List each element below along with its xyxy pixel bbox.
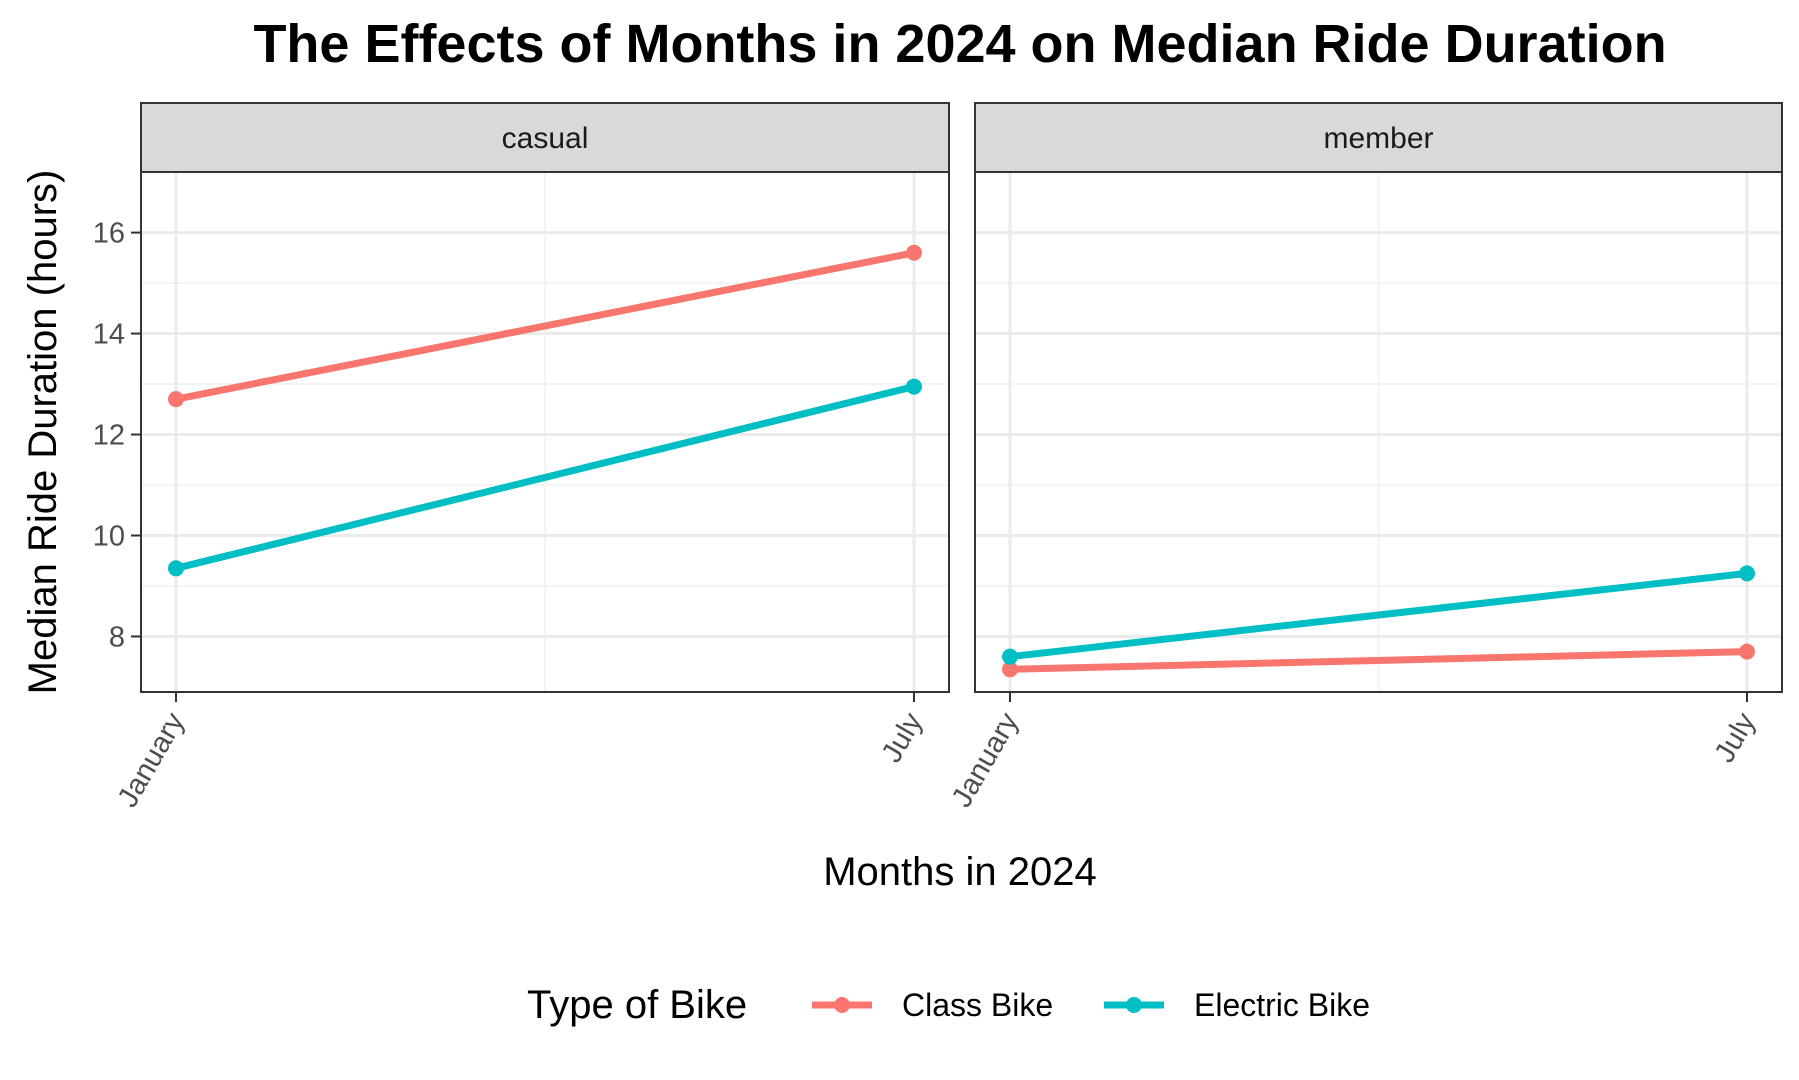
y-tick-label: 8	[109, 621, 125, 653]
legend-title: Type of Bike	[527, 983, 747, 1027]
x-tick-label: July	[876, 707, 930, 768]
data-point-class-bike	[906, 244, 922, 261]
series-line-electric-bike	[1009, 569, 1748, 661]
x-axis-title: Months in 2024	[823, 850, 1097, 894]
series-line-electric-bike	[175, 383, 915, 572]
data-point-electric-bike	[168, 560, 184, 577]
data-point-electric-bike	[1739, 565, 1755, 582]
data-point-class-bike	[168, 391, 184, 408]
x-tick-label: January	[112, 707, 192, 813]
data-point-class-bike	[1739, 643, 1755, 660]
x-tick-label: July	[1709, 707, 1763, 768]
y-tick-label: 12	[93, 420, 125, 452]
data-point-electric-bike	[1002, 648, 1018, 665]
series-line-class-bike	[175, 249, 915, 403]
data-point-class-bike	[1002, 661, 1018, 678]
legend-label-electric-bike: Electric Bike	[1194, 987, 1370, 1023]
y-tick-label: 16	[93, 218, 125, 250]
facet-strip	[140, 102, 950, 173]
legend-label-class-bike: Class Bike	[902, 987, 1053, 1023]
facet-strip-label: member	[1323, 122, 1433, 155]
chart-title: The Effects of Months in 2024 on Median …	[253, 14, 1666, 74]
facets-layer: casual January July 8 10 12 14 16 member January J…	[93, 102, 1783, 813]
series-line-class-bike	[1009, 648, 1748, 673]
y-axis-title: Median Ride Duration (hours)	[21, 170, 65, 695]
facet-panel-casual: casual January July 8 10 12 14 16	[93, 102, 950, 813]
legend-key-point-electric-bike	[1126, 997, 1142, 1013]
facet-strip-label: casual	[502, 122, 589, 155]
facet-panel-member: member January July	[946, 102, 1783, 813]
x-tick-label: January	[946, 707, 1026, 813]
legend-key-point-class-bike	[834, 997, 850, 1013]
y-tick-label: 10	[93, 520, 125, 552]
y-tick-label: 14	[93, 319, 125, 351]
legend: Type of Bike Class Bike Electric Bike	[527, 983, 1370, 1027]
data-point-electric-bike	[906, 378, 922, 395]
facet-strip	[974, 102, 1783, 173]
